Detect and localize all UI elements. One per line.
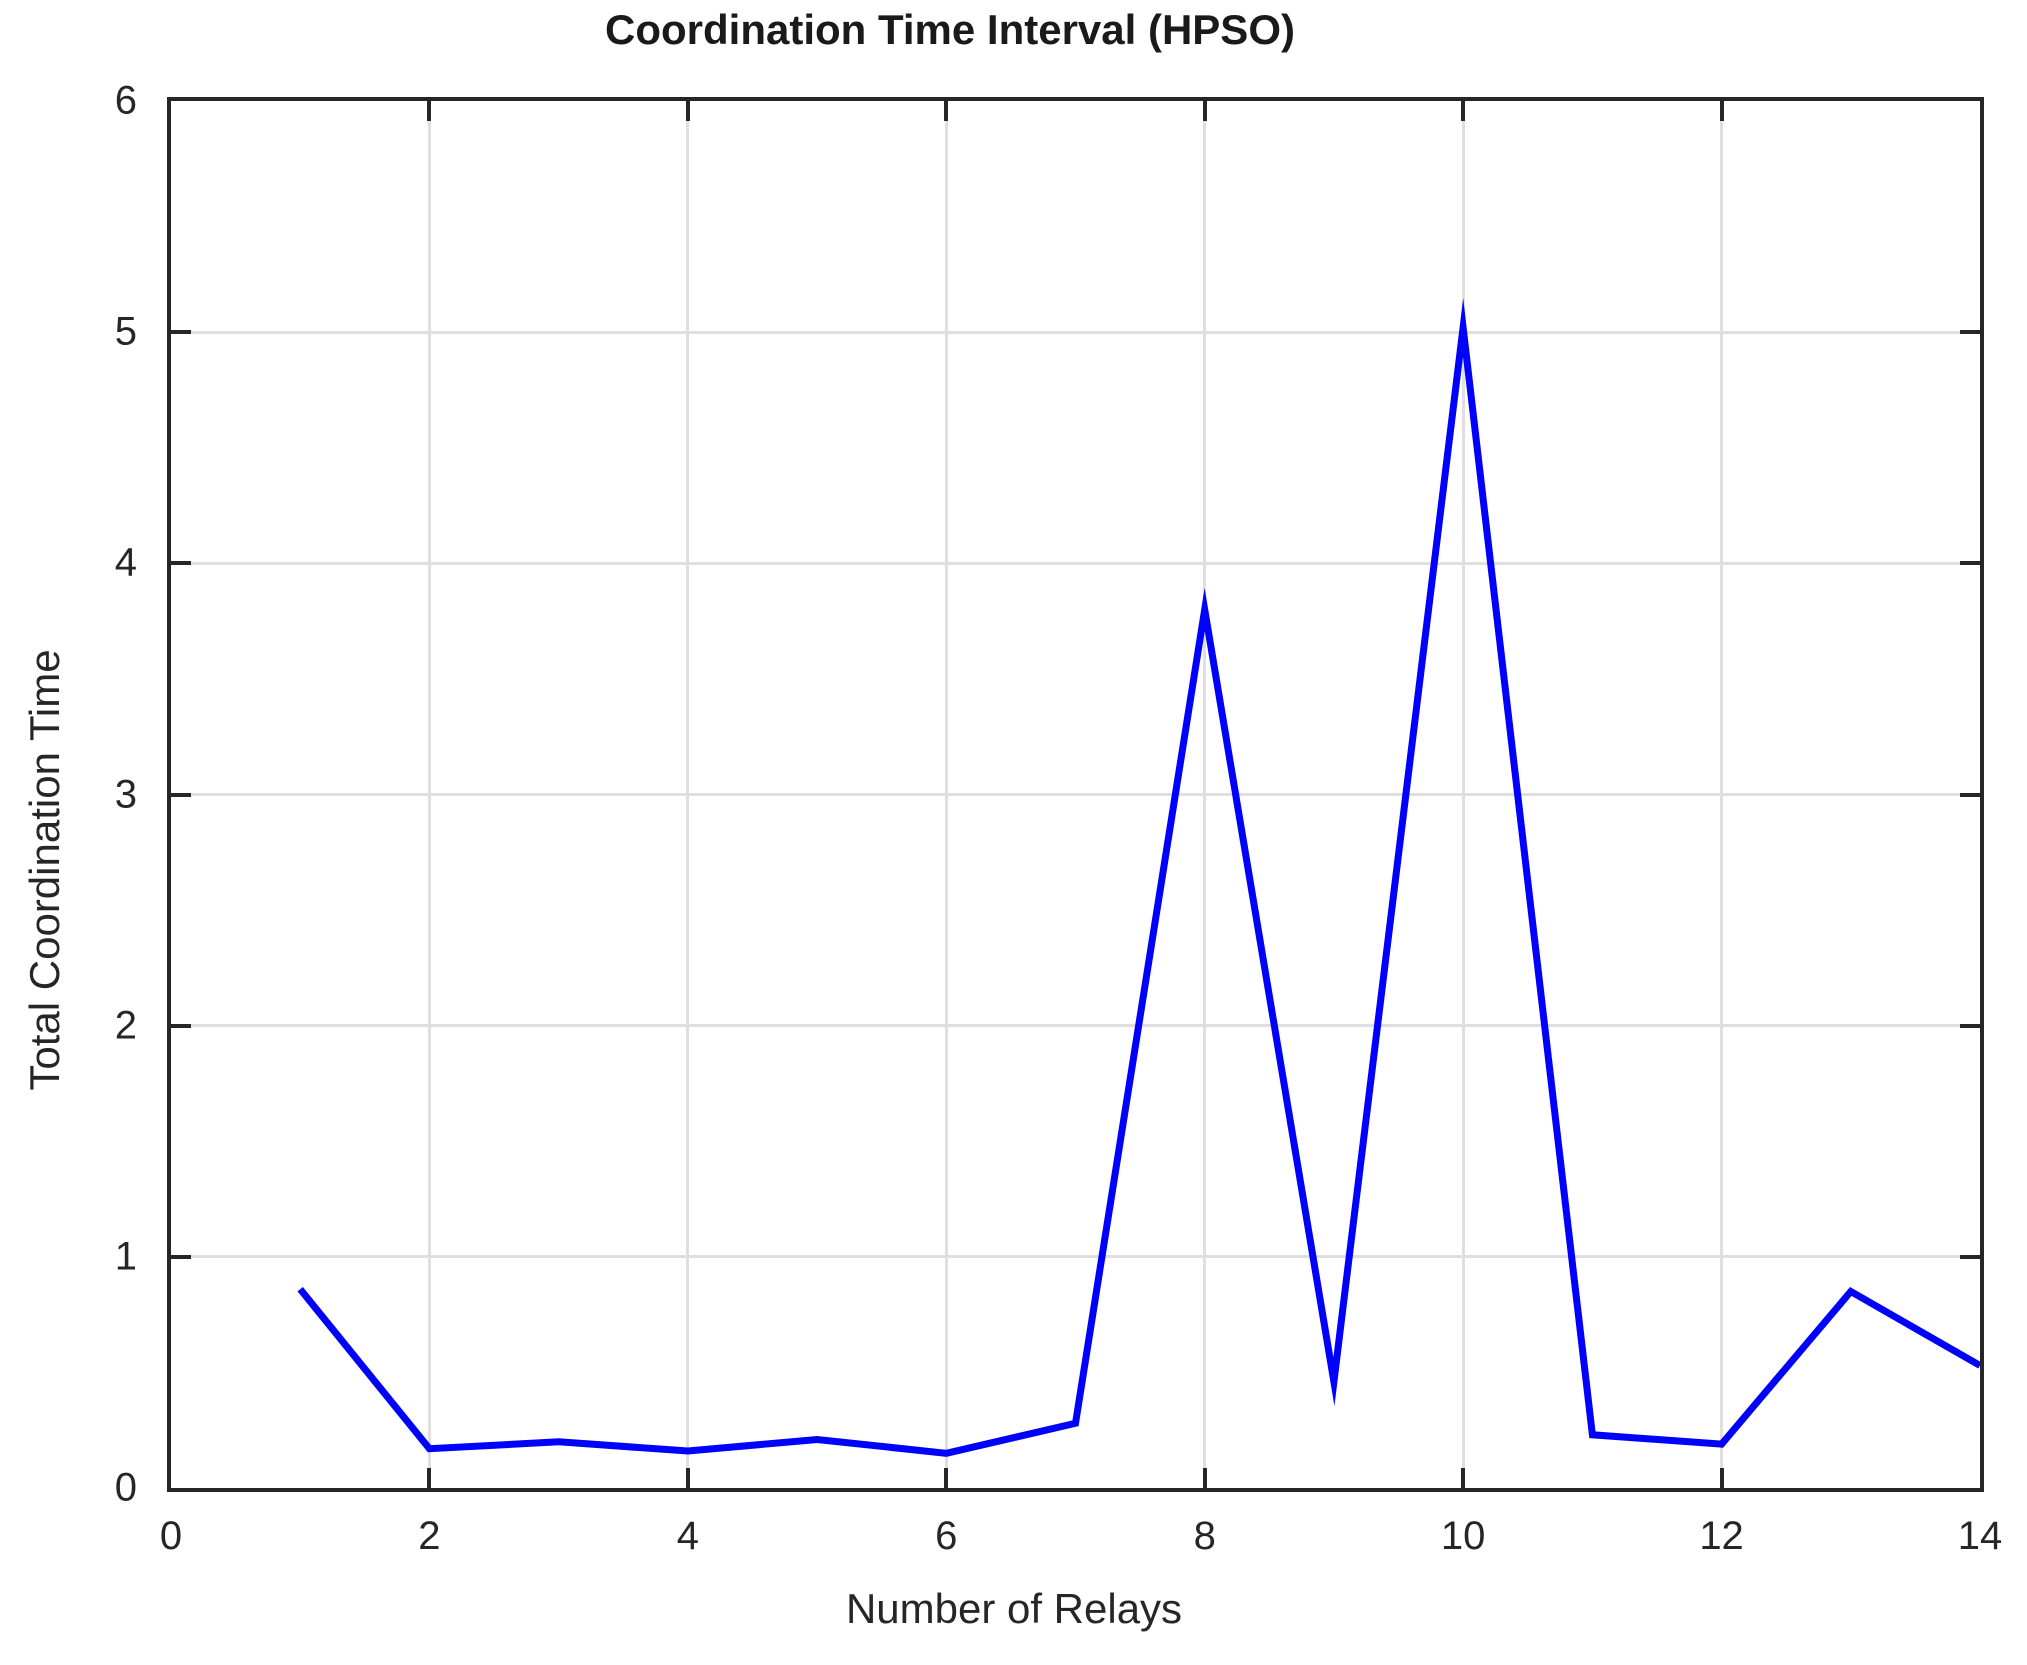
data-line bbox=[297, 298, 1980, 1457]
y-axis-tick bbox=[1960, 1023, 1980, 1028]
x-axis-label: Number of Relays bbox=[845, 1585, 1183, 1632]
y-tick-label: 6 bbox=[114, 78, 137, 123]
x-axis-tick bbox=[427, 1468, 432, 1488]
x-tick-label: 10 bbox=[1440, 1514, 1486, 1558]
y-axis-tick bbox=[171, 330, 191, 335]
chart-title: Coordination Time Interval (HPSO) bbox=[605, 6, 1295, 53]
x-axis-tick bbox=[1461, 1468, 1466, 1488]
grid-line-horizontal bbox=[171, 330, 1980, 334]
x-axis-tick bbox=[427, 101, 432, 121]
x-axis-tick bbox=[1202, 1468, 1207, 1488]
y-tick-label: 4 bbox=[114, 540, 137, 585]
x-tick-label: 12 bbox=[1699, 1514, 1744, 1558]
y-tick-label: 2 bbox=[114, 1003, 137, 1048]
x-axis-tick bbox=[944, 101, 949, 121]
x-axis-tick bbox=[1461, 101, 1466, 121]
y-tick-label: 3 bbox=[114, 772, 137, 816]
x-tick-label: 4 bbox=[676, 1514, 699, 1558]
x-axis-tick bbox=[1719, 1468, 1724, 1488]
grid-line-horizontal bbox=[171, 1024, 1980, 1028]
y-axis-tick bbox=[171, 561, 191, 566]
x-tick-label: 8 bbox=[1193, 1514, 1216, 1558]
y-axis-tick bbox=[171, 792, 191, 797]
y-axis-tick bbox=[1960, 561, 1980, 566]
x-axis-tick bbox=[1202, 101, 1207, 121]
y-tick-label: 0 bbox=[114, 1465, 137, 1510]
x-tick-label: 14 bbox=[1957, 1514, 2003, 1558]
x-axis-tick bbox=[1719, 101, 1724, 121]
x-tick-label: 0 bbox=[159, 1514, 183, 1558]
y-tick-label: 1 bbox=[114, 1234, 137, 1279]
y-axis-tick bbox=[1960, 792, 1980, 797]
y-axis-tick bbox=[1960, 1254, 1980, 1259]
y-axis-tick bbox=[171, 1023, 191, 1028]
x-tick-label: 6 bbox=[935, 1514, 958, 1558]
plot-area bbox=[171, 101, 1980, 1488]
x-axis-tick bbox=[685, 101, 690, 121]
grid-line-horizontal bbox=[171, 561, 1980, 565]
y-axis-label: Total Coordination Time bbox=[21, 649, 68, 1091]
grid-line-horizontal bbox=[171, 1255, 1980, 1259]
x-axis-tick bbox=[685, 1468, 690, 1488]
y-axis-tick bbox=[171, 1254, 191, 1259]
grid-line-horizontal bbox=[171, 793, 1980, 796]
data-line-svg bbox=[297, 298, 1980, 1457]
plot-frame bbox=[167, 97, 1984, 1492]
y-axis-tick bbox=[1960, 330, 1980, 335]
x-tick-label: 2 bbox=[418, 1514, 441, 1558]
y-tick-label: 5 bbox=[114, 309, 137, 354]
x-axis-tick bbox=[944, 1468, 949, 1488]
